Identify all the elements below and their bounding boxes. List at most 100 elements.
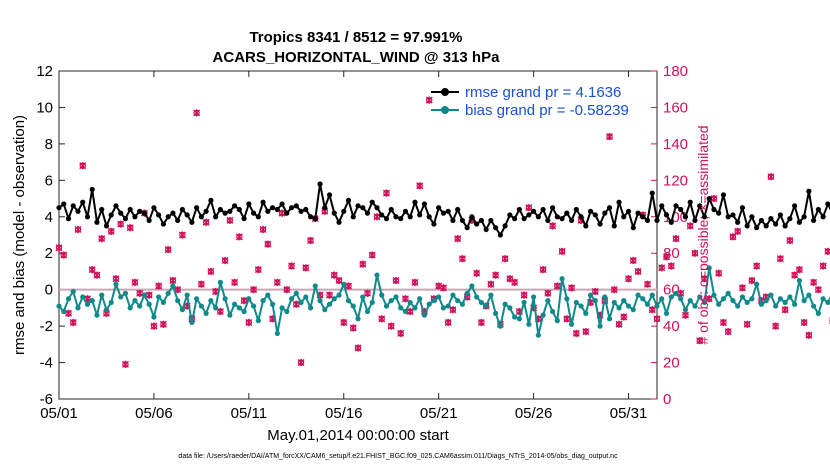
rmse-point [545, 217, 551, 224]
bias-point [388, 298, 394, 304]
bias-point [526, 321, 532, 327]
obs-assimilated-marker [159, 320, 167, 328]
obs-assimilated-marker [283, 286, 291, 294]
rmse-point [331, 210, 337, 216]
obs-assimilated-marker [487, 280, 495, 288]
bias-point [597, 323, 603, 329]
y2-tick-label: 140 [663, 136, 688, 153]
rmse-point [402, 208, 409, 214]
rmse-point [336, 219, 342, 225]
bias-point [507, 305, 513, 311]
bias-point [673, 290, 679, 296]
rmse-point [141, 210, 148, 216]
bias-point [99, 292, 105, 298]
bias-point [568, 321, 575, 327]
rmse-point [345, 197, 352, 203]
obs-assimilated-marker [169, 276, 177, 285]
rmse-point [160, 221, 167, 227]
rmse-point [75, 208, 81, 214]
obs-assimilated-marker [667, 262, 675, 270]
rmse-point [825, 201, 830, 207]
bias-point [103, 307, 110, 313]
y-tick-label: 6 [45, 172, 53, 189]
rmse-point [512, 216, 518, 222]
obs-assimilated-marker [288, 262, 296, 270]
obs-assimilated-marker [795, 266, 803, 274]
rmse-point [649, 190, 655, 196]
obs-assimilated-marker [354, 344, 362, 352]
obs-assimilated-marker [625, 275, 633, 283]
bias-point [293, 290, 299, 296]
bias-point [336, 292, 342, 298]
obs-assimilated-marker [629, 256, 637, 265]
obs-assimilated-marker [644, 280, 652, 288]
bias-point [369, 299, 375, 306]
rmse-point [801, 214, 807, 220]
bias-point [246, 296, 252, 302]
rmse-point [540, 206, 546, 213]
bias-point [806, 292, 812, 298]
bias-point [407, 299, 413, 306]
obs-assimilated-marker [231, 278, 239, 286]
bias-point [578, 303, 584, 309]
rmse-point [549, 205, 556, 211]
rmse-point [678, 206, 684, 213]
rmse-point [758, 217, 765, 224]
rmse-point [692, 217, 698, 224]
bias-point [288, 296, 295, 302]
rmse-point [744, 223, 750, 229]
bias-point [711, 292, 717, 298]
bias-point [398, 305, 404, 311]
rmse-point [132, 214, 138, 220]
rmse-point [625, 208, 632, 214]
bias-point [450, 292, 456, 298]
bias-point [241, 308, 247, 315]
obs-assimilated-marker [710, 194, 718, 203]
bias-point [84, 301, 91, 307]
y-tick-label: 10 [36, 99, 53, 116]
obs-assimilated-marker [226, 216, 234, 225]
y2-axis-label: # of obs: o=possible; ×=assimilated [695, 125, 711, 344]
rmse-point [521, 216, 527, 222]
bias-point [531, 294, 537, 300]
obs-assimilated-marker [254, 266, 262, 274]
bias-point [739, 294, 746, 300]
bias-point [89, 298, 95, 304]
bias-point [583, 310, 589, 316]
bias-point [265, 292, 271, 298]
obs-assimilated-marker [439, 284, 447, 292]
rmse-point [687, 199, 693, 205]
obs-assimilated-marker [302, 264, 310, 272]
bias-point [559, 276, 565, 282]
obs-assimilated-marker [216, 307, 224, 316]
obs-assimilated-marker [292, 300, 300, 308]
bias-point [792, 301, 798, 307]
bias-point [326, 301, 333, 307]
rmse-point [388, 206, 394, 213]
bias-point [497, 323, 503, 329]
bias-point [516, 316, 522, 322]
rmse-point [369, 199, 375, 205]
bias-point [431, 298, 437, 304]
bias-point [587, 292, 594, 298]
obs-assimilated-marker [772, 322, 780, 330]
obs-assimilated-marker [729, 233, 737, 241]
rmse-point [70, 203, 76, 209]
obs-assimilated-marker [620, 313, 628, 321]
rmse-point [122, 216, 129, 222]
bias-point [697, 294, 703, 300]
obs-assimilated-marker [748, 276, 756, 285]
rmse-point [497, 232, 503, 238]
bias-point [355, 316, 361, 322]
rmse-point [269, 205, 276, 211]
obs-assimilated-marker [568, 284, 576, 292]
rmse-point [303, 206, 309, 213]
rmse-point [749, 214, 755, 220]
rmse-point [431, 221, 437, 227]
rmse-point [255, 214, 261, 220]
bias-point [825, 299, 830, 306]
obs-assimilated-marker [345, 282, 353, 290]
bias-point [279, 305, 285, 311]
bias-point [549, 308, 556, 315]
obs-assimilated-marker [458, 255, 466, 263]
